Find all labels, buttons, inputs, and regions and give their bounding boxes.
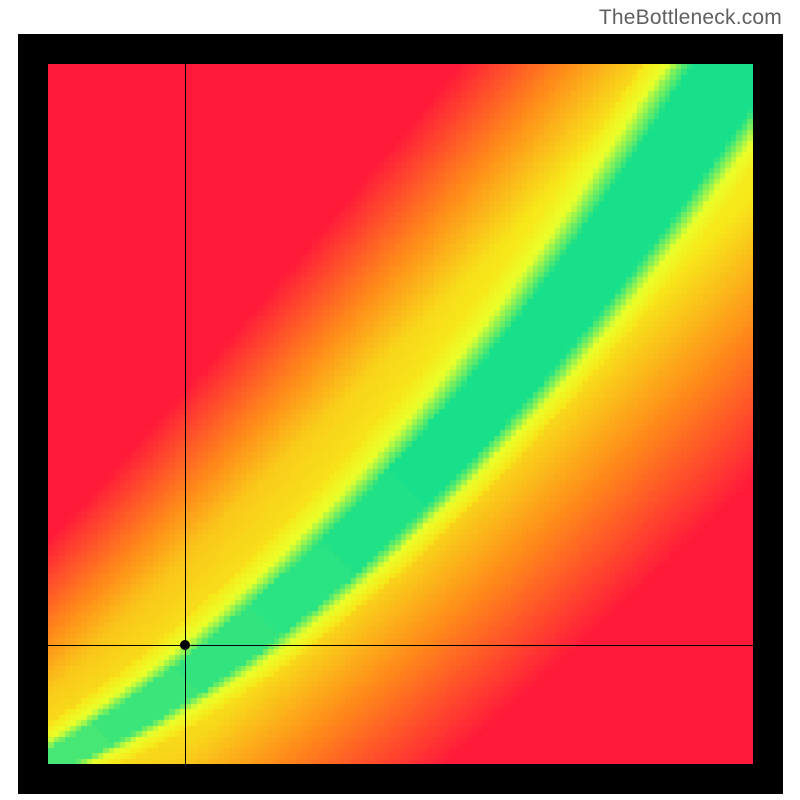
crosshair-vertical: [185, 64, 186, 764]
heatmap-canvas: [48, 64, 753, 764]
chart-container: TheBottleneck.com: [0, 0, 800, 800]
crosshair-marker: [180, 640, 190, 650]
watermark-text: TheBottleneck.com: [599, 6, 782, 30]
crosshair-horizontal: [48, 645, 753, 646]
plot-frame: [18, 34, 783, 794]
plot-area: [48, 64, 753, 764]
